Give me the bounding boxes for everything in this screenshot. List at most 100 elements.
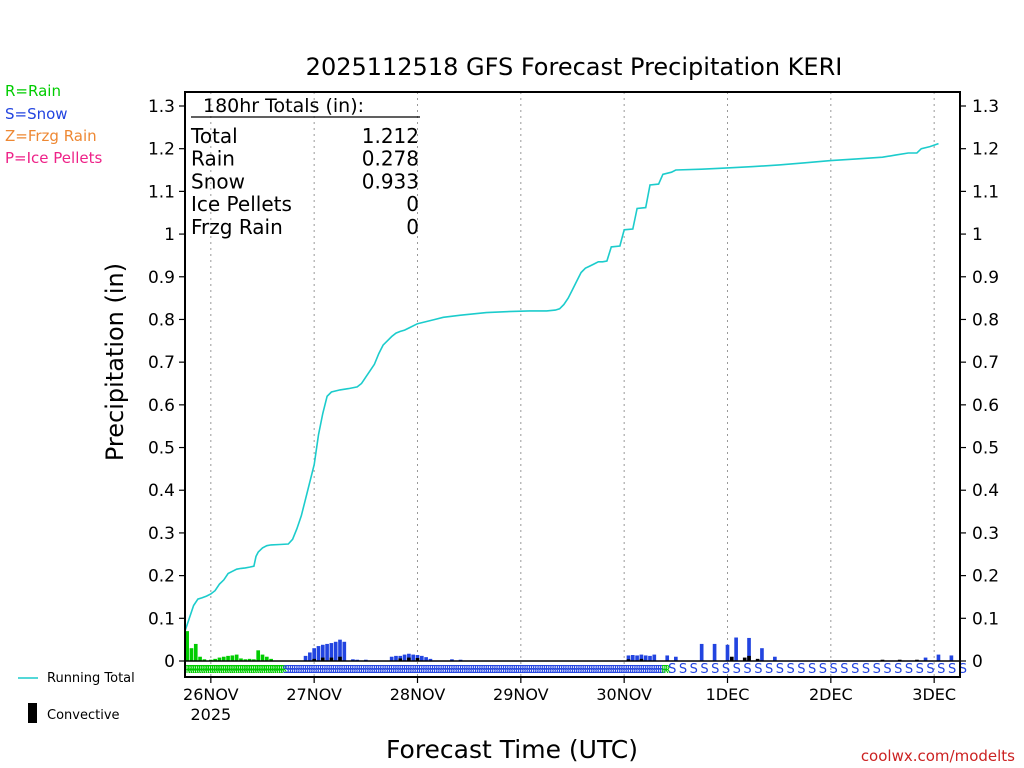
ptype-marker: S	[653, 663, 660, 676]
ptype-marker: S	[323, 663, 330, 676]
ptype-marker: R	[203, 663, 211, 676]
ptype-marker: S	[287, 663, 294, 676]
snow-bar	[665, 655, 670, 661]
snow-bar	[699, 643, 704, 661]
ptype-marker: S	[416, 663, 423, 676]
ptype-marker: S	[605, 663, 612, 676]
ptype-marker: S	[545, 663, 552, 676]
ptype-marker: S	[517, 663, 524, 676]
y-tick-label-right: 0.3	[972, 524, 999, 544]
ptype-marker: S	[599, 663, 606, 676]
snow-bar	[338, 639, 342, 661]
ptype-marker: S	[651, 663, 658, 676]
ptype-marker: S	[388, 663, 395, 676]
y-tick-label-right: 1.1	[972, 182, 999, 202]
rain-bar	[221, 656, 226, 661]
ptype-marker: S	[468, 663, 475, 676]
ptype-marker: S	[410, 663, 417, 676]
chart-title: 2025112518 GFS Forecast Precipitation KE…	[306, 53, 843, 81]
line-layer	[184, 142, 939, 632]
ptype-marker: S	[328, 663, 335, 676]
y-tick-label-left: 1.1	[148, 182, 175, 202]
ptype-marker: S	[690, 662, 698, 677]
snow-bar	[648, 655, 652, 661]
ptype-marker: S	[306, 663, 313, 676]
ptype-marker: S	[830, 662, 838, 677]
ptype-marker: R	[241, 663, 249, 676]
ptype-marker: S	[377, 663, 384, 676]
ptype-marker: R	[661, 663, 669, 676]
ptype-marker: S	[862, 662, 870, 677]
ptype-marker: R	[226, 663, 234, 676]
x-tick-label: 1DEC	[706, 685, 750, 704]
ptype-marker: S	[532, 663, 539, 676]
snow-bar	[419, 655, 424, 661]
convective-bar	[407, 657, 411, 661]
ptype-marker: R	[209, 663, 217, 676]
ptype-marker: R	[231, 663, 239, 676]
y-tick-label-right: 0.1	[972, 609, 999, 629]
ptype-marker: S	[431, 663, 438, 676]
ptype-marker: S	[526, 663, 533, 676]
ptype-marker: S	[470, 663, 477, 676]
x-tick-label: 29NOV	[493, 685, 549, 704]
ptype-marker: R	[220, 663, 228, 676]
ptype-marker: S	[399, 663, 406, 676]
totals-value: 0.278	[362, 147, 419, 171]
ptype-marker: S	[623, 663, 630, 676]
ptype-marker: S	[336, 663, 343, 676]
ptype-marker: S	[289, 663, 296, 676]
ptype-marker: S	[657, 663, 664, 676]
ptype-marker: S	[371, 663, 378, 676]
totals-label: Snow	[191, 169, 245, 193]
ptype-marker: S	[300, 663, 307, 676]
ptype-marker: S	[894, 662, 902, 677]
ptype-marker: S	[873, 662, 881, 677]
ptype-marker: S	[610, 663, 617, 676]
ptype-marker: R	[190, 663, 198, 676]
ptype-marker: R	[278, 663, 286, 676]
ptype-marker: S	[905, 662, 913, 677]
ptype-marker: R	[265, 663, 273, 676]
snow-bar	[747, 637, 751, 661]
ptype-marker: S	[364, 663, 371, 676]
legend-frzg-rain: Z=Frzg Rain	[5, 127, 97, 145]
ptype-marker: S	[483, 663, 490, 676]
ptype-marker: S	[521, 663, 528, 676]
ptype-marker: R	[207, 663, 215, 676]
y-tick-label-right: 0	[972, 652, 983, 672]
totals-header: 180hr Totals (in):	[203, 95, 364, 117]
ptype-marker: S	[558, 663, 565, 676]
convective-bar	[398, 658, 403, 661]
ptype-marker: R	[252, 663, 260, 676]
convective-bar	[338, 656, 342, 661]
ptype-marker: S	[539, 663, 546, 676]
snow-bar	[734, 637, 738, 661]
ptype-marker: S	[403, 663, 410, 676]
ptype-marker: R	[200, 663, 208, 676]
convective-bar	[329, 657, 334, 661]
ptype-marker: S	[362, 663, 369, 676]
totals-label: Rain	[191, 147, 235, 171]
ptype-marker: S	[504, 663, 511, 676]
ptype-marker: S	[356, 663, 363, 676]
rain-bar	[269, 658, 273, 661]
ptype-marker: S	[541, 663, 548, 676]
ptype-marker: S	[498, 663, 505, 676]
snow-bar	[773, 656, 777, 661]
ptype-marker: S	[347, 663, 354, 676]
ptype-marker: S	[549, 663, 556, 676]
snow-bar	[424, 657, 428, 661]
y-tick-label-right: 0.6	[972, 396, 999, 416]
ptype-marker: S	[797, 662, 805, 677]
ptype-marker: S	[524, 663, 531, 676]
ptype-marker: S	[743, 662, 751, 677]
ptype-marker: S	[808, 662, 816, 677]
ptype-marker: S	[317, 663, 324, 676]
ptype-marker: S	[883, 662, 891, 677]
ptype-marker: R	[243, 663, 251, 676]
rain-bar	[256, 650, 261, 661]
rain-bar	[217, 657, 222, 661]
x-tick-label: 27NOV	[286, 685, 342, 704]
snow-bar	[312, 648, 316, 661]
